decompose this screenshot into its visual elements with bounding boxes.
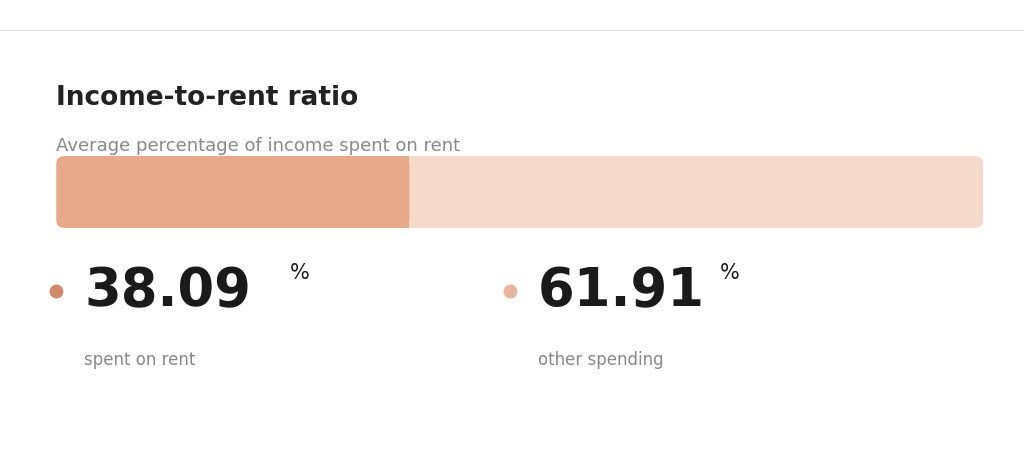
Text: 61.91: 61.91 bbox=[538, 265, 705, 317]
Text: %: % bbox=[290, 263, 309, 283]
FancyBboxPatch shape bbox=[56, 156, 983, 228]
Text: Income-to-rent ratio: Income-to-rent ratio bbox=[56, 85, 358, 111]
Text: Average percentage of income spent on rent: Average percentage of income spent on re… bbox=[56, 137, 460, 155]
Text: spent on rent: spent on rent bbox=[84, 351, 196, 369]
Text: %: % bbox=[720, 263, 739, 283]
FancyBboxPatch shape bbox=[56, 156, 410, 228]
Text: other spending: other spending bbox=[538, 351, 664, 369]
Text: 38.09: 38.09 bbox=[84, 265, 251, 317]
Bar bbox=[392, 156, 410, 228]
